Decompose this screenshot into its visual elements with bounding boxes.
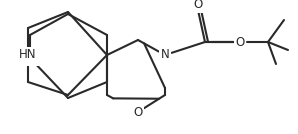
Text: O: O (235, 36, 245, 49)
Text: O: O (134, 105, 143, 118)
Text: HN: HN (21, 51, 39, 64)
Text: N: N (161, 49, 169, 62)
Text: O: O (193, 0, 203, 12)
Text: HN: HN (19, 49, 37, 62)
